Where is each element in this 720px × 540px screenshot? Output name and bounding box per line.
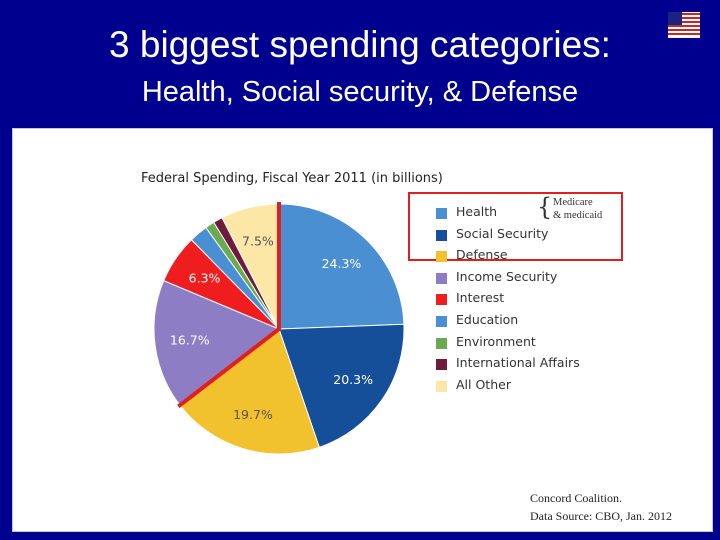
pie-slice-health	[278, 203, 405, 330]
legend-swatch	[436, 380, 447, 392]
pie-slice-defense	[179, 328, 320, 455]
chart-panel: 24.3% 20.3% 19.7% 16.7% 6.3% 7.5% Federal Spe…	[12, 128, 713, 532]
legend-label: Environment	[456, 333, 536, 349]
legend-label: Income Security	[456, 268, 558, 284]
highlight-box	[408, 192, 623, 261]
legend-swatch	[436, 294, 447, 306]
pie-slice-social-security	[278, 323, 405, 448]
us-flag-icon	[668, 12, 700, 38]
legend-swatch	[436, 315, 447, 327]
pie-slice-income-security	[153, 279, 280, 406]
legend-label: Social Security	[456, 225, 549, 241]
legend-label: Interest	[456, 290, 505, 306]
pie-label-interest: 6.3%	[189, 270, 221, 285]
brace-note-line-1: Medicare	[553, 197, 593, 208]
legend-label: Health	[456, 204, 498, 219]
source-line-2: Data Source: CBO, Jan. 2012	[530, 509, 672, 523]
pie-label-defense: 19.7%	[233, 407, 273, 422]
pie-label-income-security: 16.7%	[170, 333, 210, 348]
pie-labels: 24.3% 20.3% 19.7% 16.7% 6.3% 7.5%	[170, 234, 373, 423]
pie-label-social-security: 20.3%	[333, 372, 373, 387]
legend-label: Education	[456, 311, 519, 327]
legend-swatch	[436, 272, 447, 284]
slide-title-line-2: Health, Social security, & Defense	[141, 76, 579, 108]
pie-slices	[153, 203, 405, 455]
source-note: Concord Coalition. Data Source: CBO, Jan…	[530, 489, 672, 525]
legend-label: International Affairs	[456, 355, 580, 371]
legend-swatch	[436, 337, 447, 349]
legend-swatch	[436, 359, 447, 371]
legend-swatch	[436, 208, 447, 219]
legend-label: Defense	[456, 247, 508, 263]
pie-label-health: 24.3%	[322, 256, 362, 271]
pie-label-all-other: 7.5%	[242, 234, 274, 249]
legend-label: All Other	[456, 376, 511, 392]
highlight-outline	[177, 202, 281, 409]
pie-chart: 24.3% 20.3% 19.7% 16.7% 6.3% 7.5%	[153, 202, 405, 455]
brace-note: Medicare & medicaid	[553, 196, 623, 222]
brace-mark: {	[537, 193, 553, 221]
chart-title: Federal Spending, Fiscal Year 2011 (in b…	[141, 171, 443, 186]
brace-note-line-2: & medicaid	[553, 210, 603, 221]
legend-swatch	[436, 251, 447, 263]
source-line-1: Concord Coalition.	[530, 491, 622, 505]
slide-title-line-1: 3 biggest spending categories:	[109, 24, 611, 65]
legend-swatch	[436, 229, 447, 241]
